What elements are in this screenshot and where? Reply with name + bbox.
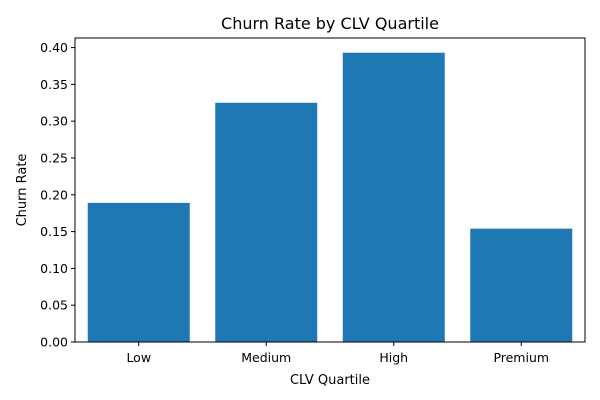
y-tick-label: 0.20 [40, 187, 68, 202]
x-tick-label: Premium [493, 350, 549, 365]
x-tick-label: High [379, 350, 408, 365]
y-tick-label: 0.35 [40, 77, 68, 92]
y-axis-label: Churn Rate [15, 154, 30, 227]
bars-group [87, 52, 573, 343]
y-axis-ticks: 0.00 0.05 0.10 0.15 0.20 0.25 0.30 0.35 0.40 [40, 40, 75, 350]
x-tick-label: Low [126, 350, 151, 365]
x-axis-ticks: Low Medium High Premium [126, 342, 549, 365]
bar-premium [470, 228, 573, 342]
x-axis-label: CLV Quartile [290, 373, 370, 388]
y-tick-label: 0.05 [40, 298, 68, 313]
y-tick-label: 0.15 [40, 224, 68, 239]
x-tick-label: Medium [241, 350, 291, 365]
bar-low [87, 202, 190, 342]
chart-title: Churn Rate by CLV Quartile [221, 14, 439, 33]
y-tick-label: 0.25 [40, 150, 68, 165]
plot-frame [74, 37, 586, 343]
bar-high [342, 52, 445, 342]
y-tick-label: 0.30 [40, 114, 68, 129]
y-tick-label: 0.10 [40, 261, 68, 276]
y-tick-label: 0.40 [40, 40, 68, 55]
y-tick-label: 0.00 [40, 335, 68, 350]
bar-medium [215, 102, 318, 343]
